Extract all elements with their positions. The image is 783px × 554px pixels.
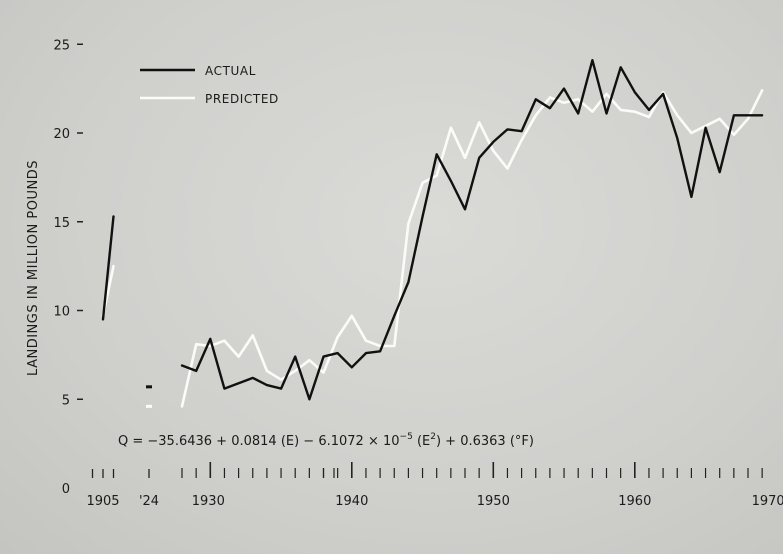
y-tick-label: 5 [62,393,70,408]
x-axis: 1905 '24 1930 1940 1950 1960 1970 [86,462,783,509]
x-tick-label: 1960 [618,494,651,509]
x-tick-label: 1905 [86,494,119,509]
x-tick-label: 1940 [335,494,368,509]
legend: ACTUAL PREDICTED [140,64,279,106]
plot-area [101,59,764,408]
legend-label-predicted: PREDICTED [205,92,279,106]
x-tick-label: 1930 [192,494,225,509]
y-tick-label: 0 [62,482,70,497]
legend-label-actual: ACTUAL [205,64,256,78]
x-tick-label: 1950 [477,494,510,509]
y-tick-label: 15 [53,216,70,231]
y-tick-label: 10 [53,305,70,320]
series-line-predicted [180,89,764,408]
x-tick-label: '24 [139,494,159,509]
y-tick-label: 20 [53,127,70,142]
series-line-actual [101,215,115,321]
y-axis-title: LANDINGS IN MILLION POUNDS [26,160,41,376]
y-axis: 0 5 10 15 20 25 [53,38,83,497]
series-line-actual [180,59,764,401]
regression-equation: Q = −35.6436 + 0.0814 (E) − 6.1072 × 10−… [118,432,534,449]
x-tick-label: 1970 [752,494,783,509]
y-tick-label: 25 [53,38,70,53]
